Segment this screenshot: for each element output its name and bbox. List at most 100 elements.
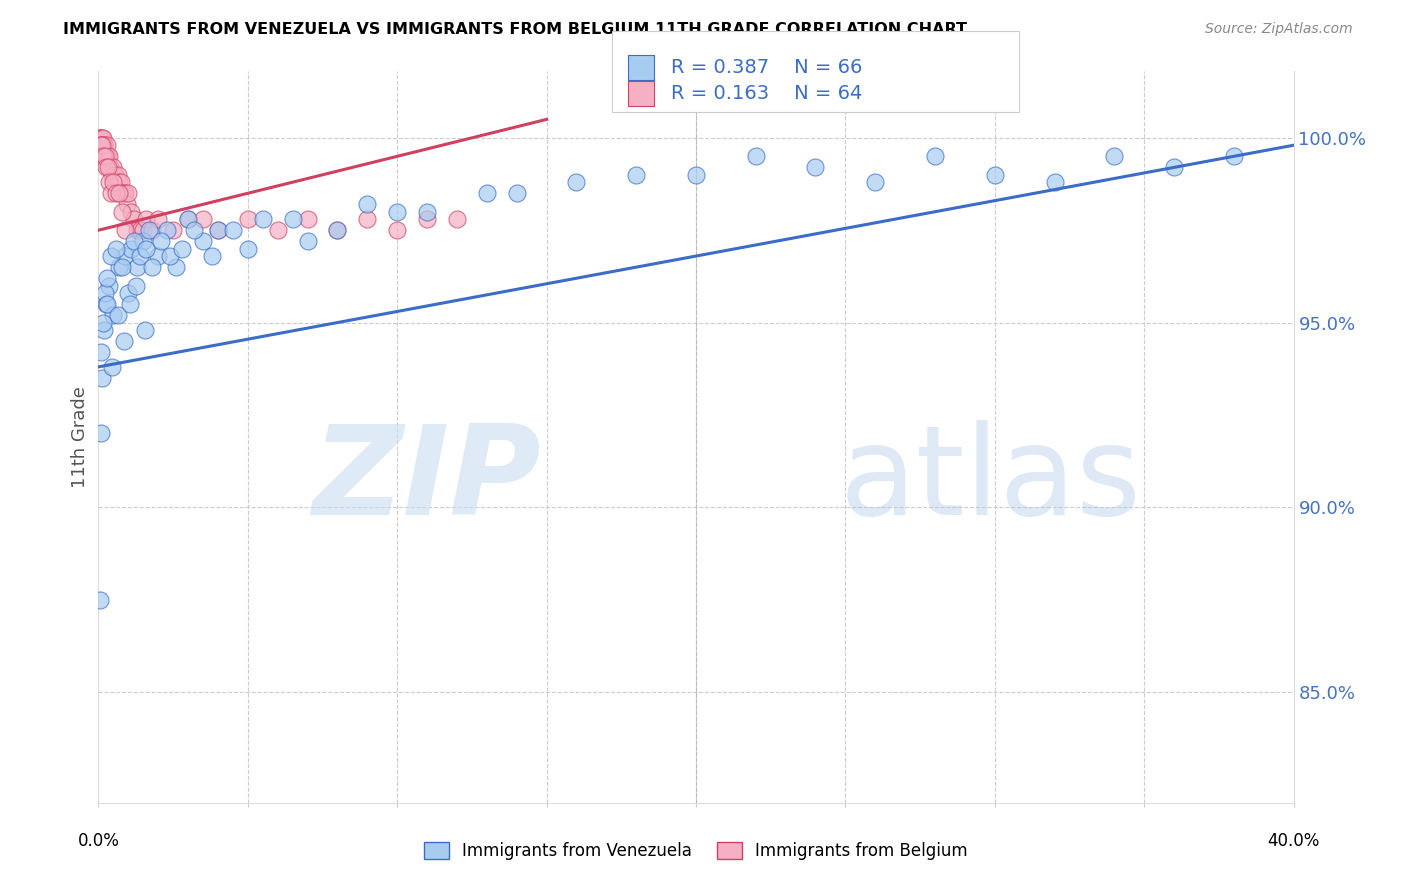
Point — [191, 235, 214, 249]
Point — [120, 242, 142, 256]
Point — [107, 168, 129, 182]
Point — [87, 131, 110, 145]
Text: R = 0.163    N = 64: R = 0.163 N = 64 — [671, 85, 862, 103]
Point — [356, 197, 378, 211]
Point — [100, 186, 122, 201]
Point — [91, 131, 114, 145]
Point — [207, 223, 229, 237]
Text: R = 0.387    N = 66: R = 0.387 N = 66 — [671, 58, 862, 77]
Point — [207, 223, 229, 237]
Point — [267, 223, 290, 237]
Point — [326, 223, 349, 237]
Point — [506, 186, 529, 201]
Text: 40.0%: 40.0% — [1267, 832, 1320, 850]
Point — [626, 168, 648, 182]
Point — [98, 149, 121, 163]
Point — [177, 212, 200, 227]
Point — [165, 260, 187, 274]
Point — [156, 223, 179, 237]
Point — [297, 235, 319, 249]
Point — [101, 359, 124, 374]
Point — [105, 242, 128, 256]
Point — [132, 235, 155, 249]
Point — [162, 223, 184, 237]
Point — [96, 149, 118, 163]
Point — [94, 285, 117, 300]
Text: Source: ZipAtlas.com: Source: ZipAtlas.com — [1205, 22, 1353, 37]
Point — [114, 186, 136, 201]
Point — [103, 308, 125, 322]
Point — [159, 249, 181, 263]
Point — [416, 212, 439, 227]
Point — [132, 223, 155, 237]
Point — [97, 278, 120, 293]
Point — [112, 334, 135, 348]
Point — [114, 223, 136, 237]
Point — [475, 186, 498, 201]
Point — [96, 271, 118, 285]
Point — [105, 175, 128, 189]
Point — [114, 249, 136, 263]
Point — [94, 297, 117, 311]
Point — [94, 149, 117, 163]
Point — [104, 186, 127, 201]
Point — [91, 316, 114, 330]
Point — [89, 131, 111, 145]
Point — [236, 242, 259, 256]
Point — [120, 204, 142, 219]
Point — [416, 204, 439, 219]
Point — [127, 260, 149, 274]
Point — [356, 212, 378, 227]
Point — [127, 223, 149, 237]
Point — [191, 212, 214, 227]
Point — [135, 242, 157, 256]
Point — [91, 131, 114, 145]
Point — [1163, 161, 1185, 175]
Point — [98, 161, 122, 175]
Point — [183, 223, 205, 237]
Point — [134, 323, 156, 337]
Point — [281, 212, 304, 227]
Point — [148, 249, 170, 263]
Point — [141, 223, 163, 237]
Point — [326, 223, 349, 237]
Point — [107, 186, 129, 201]
Point — [107, 308, 129, 322]
Point — [111, 260, 134, 274]
Text: 0.0%: 0.0% — [77, 832, 120, 850]
Point — [100, 249, 122, 263]
Point — [103, 175, 125, 189]
Point — [252, 212, 274, 227]
Point — [129, 249, 152, 263]
Point — [111, 204, 134, 219]
Point — [236, 212, 259, 227]
Point — [446, 212, 468, 227]
Point — [124, 235, 146, 249]
Point — [115, 197, 138, 211]
Point — [172, 242, 194, 256]
Point — [110, 175, 132, 189]
Point — [90, 345, 112, 359]
Point — [104, 168, 127, 182]
Point — [96, 138, 118, 153]
Point — [984, 168, 1007, 182]
Point — [804, 161, 827, 175]
Point — [111, 186, 134, 201]
Text: ZIP: ZIP — [312, 420, 541, 541]
Point — [565, 175, 588, 189]
Point — [385, 223, 409, 237]
Point — [117, 285, 139, 300]
Point — [138, 223, 160, 237]
Y-axis label: 11th Grade: 11th Grade — [70, 386, 89, 488]
Point — [89, 592, 111, 607]
Point — [89, 138, 111, 153]
Text: atlas: atlas — [839, 420, 1142, 541]
Point — [93, 138, 115, 153]
Point — [91, 138, 114, 153]
Point — [90, 138, 112, 153]
Point — [124, 212, 146, 227]
Point — [1104, 149, 1126, 163]
Point — [100, 168, 122, 182]
Point — [93, 138, 115, 153]
Point — [222, 223, 245, 237]
